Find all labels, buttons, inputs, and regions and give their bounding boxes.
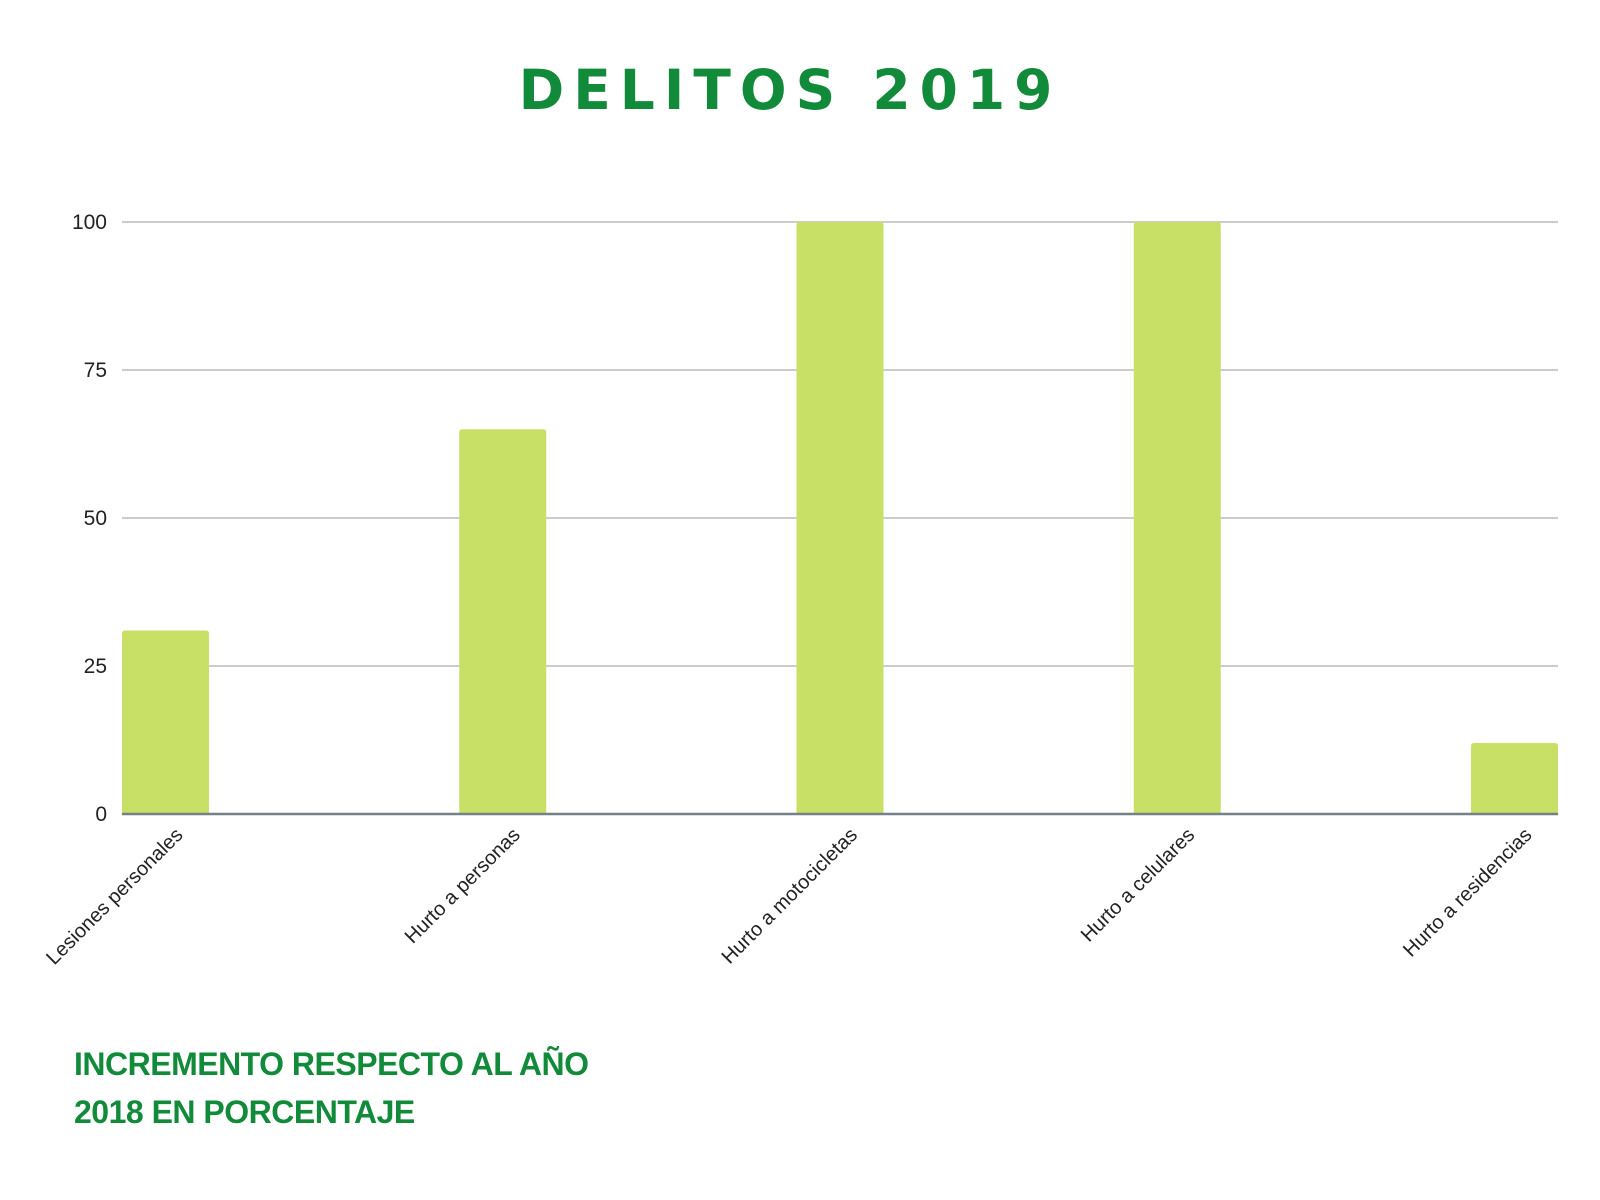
y-tick-label: 50 xyxy=(84,507,107,530)
x-tick-label: Hurto a motocicletas xyxy=(718,824,862,968)
x-axis-labels: Lesiones personales Hurto a personas Hurto… xyxy=(42,824,1536,969)
bars xyxy=(122,222,1558,814)
bar xyxy=(459,429,547,814)
y-tick-label: 0 xyxy=(95,803,107,826)
bar xyxy=(1133,222,1221,814)
y-tick-label: 75 xyxy=(84,359,107,382)
y-axis-ticks: 0 25 50 75 100 xyxy=(72,211,107,826)
x-tick-label: Hurto a residencias xyxy=(1399,824,1536,961)
chart-subtitle: INCREMENTO RESPECTO AL AÑO 2018 EN PORCE… xyxy=(74,1046,589,1130)
chart-title: DELITOS 2019 xyxy=(518,58,1062,122)
y-tick-label: 100 xyxy=(72,211,107,234)
y-tick-label: 25 xyxy=(84,655,107,678)
bar xyxy=(1471,742,1558,814)
x-tick-label: Lesiones personales xyxy=(42,824,187,969)
bar xyxy=(796,222,884,814)
x-tick-label: Hurto a celulares xyxy=(1077,824,1199,946)
bar-chart: 0 25 50 75 100 Lesiones personales Hurto a pe… xyxy=(42,211,1558,969)
x-tick-label: Hurto a personas xyxy=(401,824,525,948)
bar xyxy=(122,630,209,814)
